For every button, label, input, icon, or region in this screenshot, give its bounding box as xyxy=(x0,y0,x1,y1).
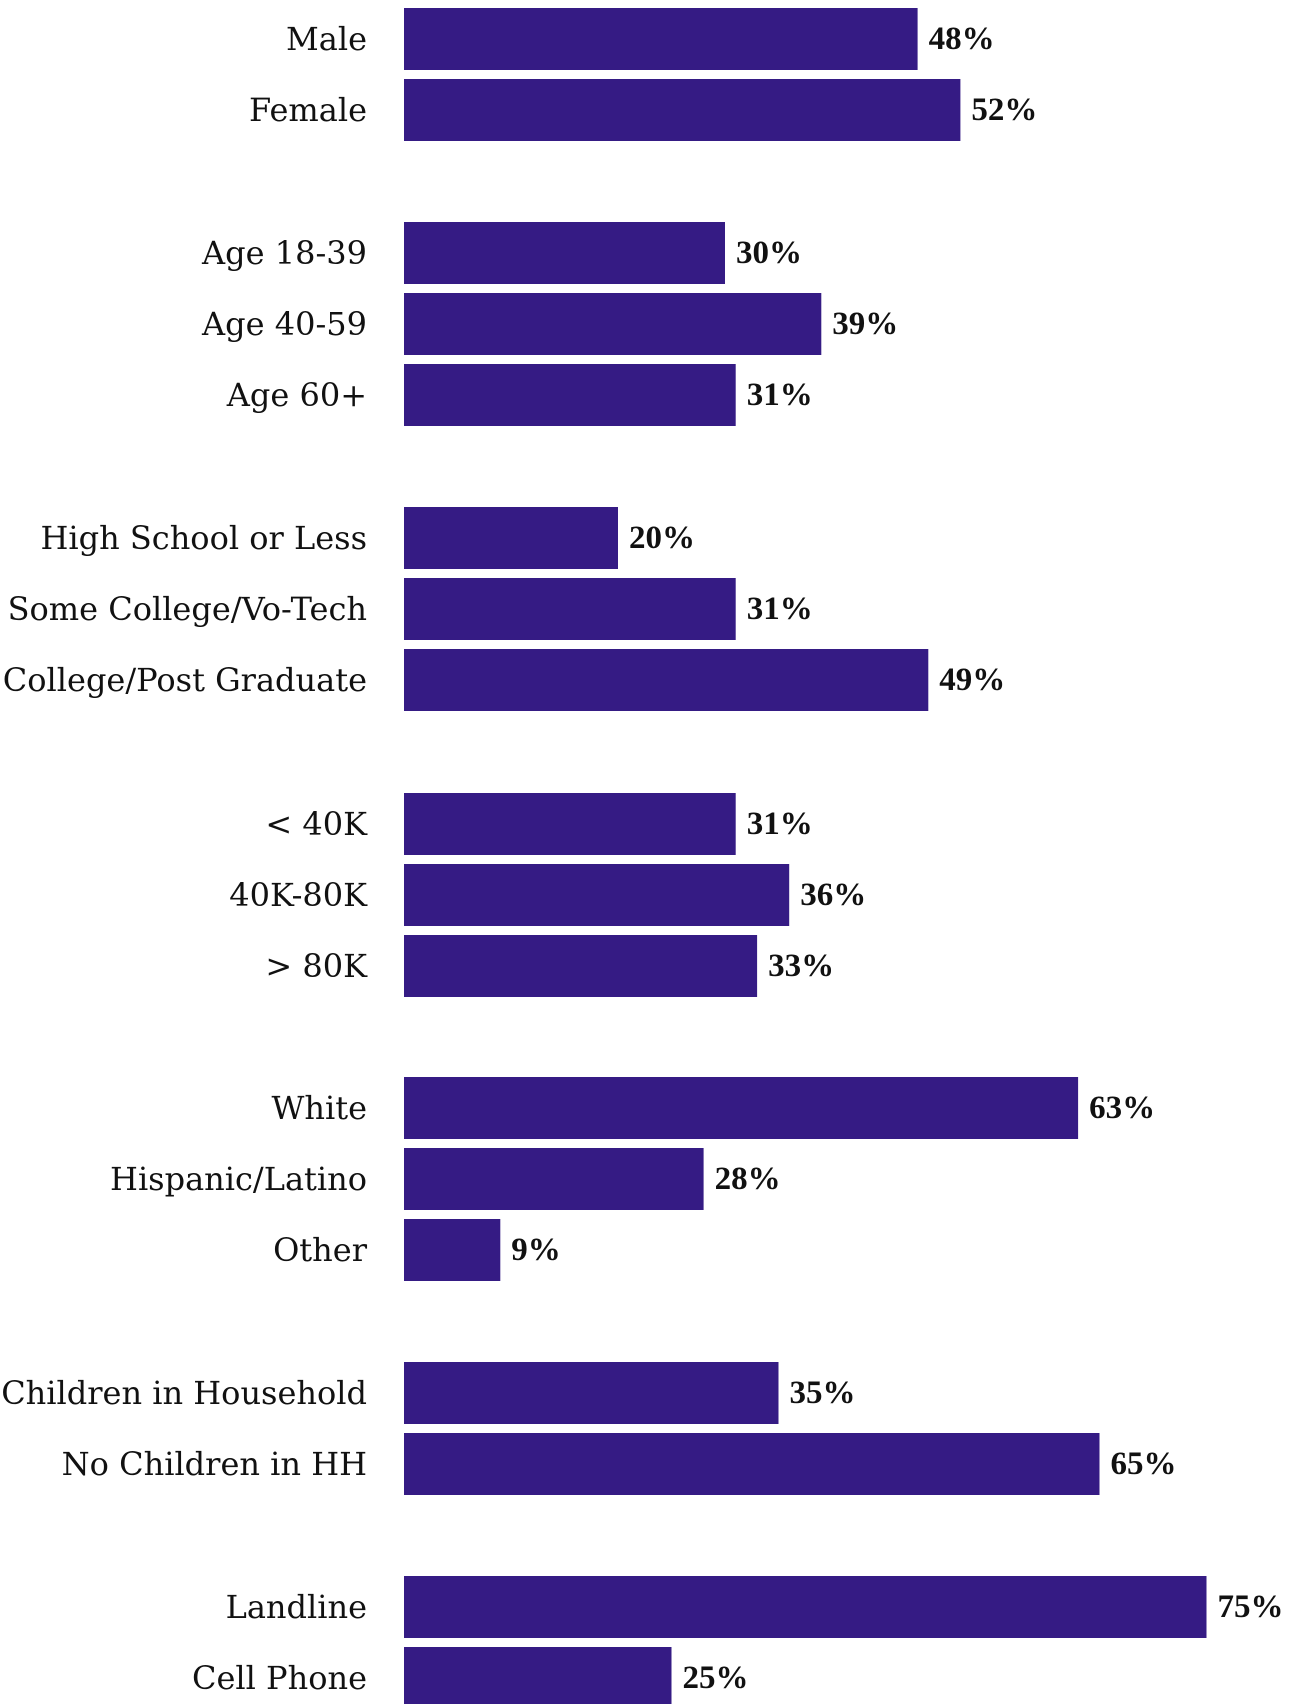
bar-group-2: Age 18-39 30% Age 40-59 39% Age 60+ 31% xyxy=(201,222,898,426)
bar xyxy=(404,1647,672,1704)
bar xyxy=(404,1148,704,1210)
value-label: 9% xyxy=(511,1232,561,1268)
value-label: 25% xyxy=(683,1660,749,1696)
value-label: 31% xyxy=(747,591,813,627)
bar xyxy=(404,507,618,569)
value-label: 20% xyxy=(629,520,695,556)
bar-group-1: Male 48% Female 52% xyxy=(249,8,1037,141)
category-label: Cell Phone xyxy=(192,1659,367,1697)
value-label: 31% xyxy=(747,377,813,413)
bar xyxy=(404,578,736,640)
category-label: 40K-80K xyxy=(229,876,368,914)
bar-group-6: Children in Household 35% No Children in H… xyxy=(1,1362,1177,1495)
category-label: Children in Household xyxy=(1,1374,367,1412)
category-label: College/Post Graduate xyxy=(3,661,367,699)
bar-group-5: White 63% Hispanic/Latino 28% Other 9% xyxy=(110,1077,1155,1281)
bar xyxy=(404,1576,1207,1638)
category-label: Hispanic/Latino xyxy=(110,1160,367,1198)
category-label: Male xyxy=(286,20,367,58)
bar xyxy=(404,1433,1100,1495)
bar-group-4: < 40K 31% 40K-80K 36% > 80K 33% xyxy=(229,793,866,997)
value-label: 52% xyxy=(971,92,1037,128)
bar xyxy=(404,1077,1079,1139)
value-label: 28% xyxy=(715,1161,781,1197)
category-label: High School or Less xyxy=(40,519,367,557)
category-label: Some College/Vo-Tech xyxy=(8,590,367,628)
bar xyxy=(404,864,790,926)
bar xyxy=(404,935,758,997)
bar xyxy=(404,364,736,426)
value-label: 75% xyxy=(1218,1589,1284,1625)
value-label: 63% xyxy=(1089,1090,1155,1126)
value-label: 49% xyxy=(939,662,1005,698)
bar xyxy=(404,8,918,70)
value-label: 65% xyxy=(1111,1446,1177,1482)
bar xyxy=(404,1219,501,1281)
value-label: 39% xyxy=(832,306,898,342)
category-label: No Children in HH xyxy=(62,1445,367,1483)
bar xyxy=(404,793,736,855)
bar xyxy=(404,649,929,711)
category-label: Age 60+ xyxy=(226,376,367,414)
bar xyxy=(404,293,822,355)
value-label: 30% xyxy=(736,235,802,271)
bar-group-7: Landline 75% Cell Phone 25% xyxy=(192,1576,1284,1704)
category-label: Female xyxy=(249,91,367,129)
bar-group-3: High School or Less 20% Some College/Vo-Te… xyxy=(3,507,1005,711)
bar xyxy=(404,79,961,141)
category-label: Age 40-59 xyxy=(201,305,367,343)
bar xyxy=(404,1362,779,1424)
value-label: 48% xyxy=(929,21,995,57)
category-label: Landline xyxy=(226,1588,367,1626)
category-label: Other xyxy=(273,1231,368,1269)
value-label: 35% xyxy=(790,1375,856,1411)
value-label: 31% xyxy=(747,806,813,842)
category-label: < 40K xyxy=(265,805,368,843)
value-label: 36% xyxy=(800,877,866,913)
category-label: White xyxy=(271,1089,367,1127)
category-label: > 80K xyxy=(265,947,368,985)
bar xyxy=(404,222,725,284)
category-label: Age 18-39 xyxy=(201,234,367,272)
value-label: 33% xyxy=(768,948,834,984)
